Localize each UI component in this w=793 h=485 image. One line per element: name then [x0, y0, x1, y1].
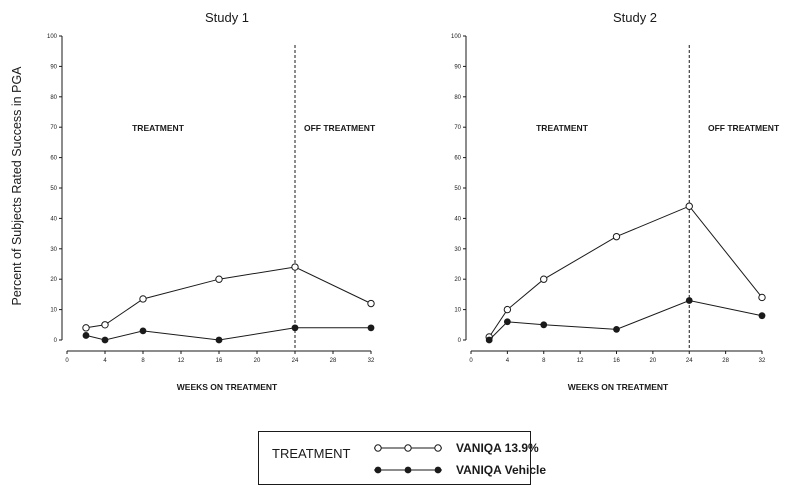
- x-tick-label: 20: [254, 358, 261, 364]
- legend-item-open: VANIQA 13.9%: [374, 441, 539, 455]
- data-point-open: [758, 293, 766, 302]
- data-point-open: [503, 305, 512, 314]
- data-point-open: [215, 275, 223, 283]
- x-tick-label: 28: [330, 358, 337, 364]
- x-tick-label: 4: [103, 358, 107, 364]
- data-point-filled: [503, 318, 511, 326]
- y-tick-label: 20: [50, 277, 57, 283]
- chart-title: Study 1: [205, 10, 249, 25]
- x-tick-label: 16: [613, 358, 620, 364]
- x-tick-label: 16: [216, 358, 223, 364]
- data-point-open: [101, 321, 109, 329]
- treatment-annotation: TREATMENT: [132, 123, 185, 133]
- y-tick-label: 50: [454, 186, 461, 192]
- legend: TREATMENT VANIQA 13.9% VANIQA Vehicle: [258, 431, 546, 485]
- y-tick-label: 50: [50, 186, 57, 192]
- data-point-filled: [485, 336, 493, 344]
- legend-marker-filled: [374, 466, 382, 474]
- legend-marker-open: [434, 444, 442, 452]
- data-point-filled: [82, 332, 90, 339]
- x-tick-label: 20: [650, 358, 657, 364]
- x-axis-label: WEEKS ON TREATMENT: [568, 382, 669, 392]
- y-tick-label: 80: [50, 95, 57, 101]
- legend-marker-filled: [404, 466, 412, 474]
- x-tick-label: 0: [469, 358, 473, 364]
- x-tick-label: 32: [368, 358, 375, 364]
- series-line-open: [488, 205, 763, 338]
- y-tick-label: 30: [454, 247, 461, 253]
- y-tick-label: 10: [50, 308, 57, 314]
- legend-label: VANIQA Vehicle: [456, 463, 546, 477]
- series-line-filled: [488, 299, 763, 341]
- data-point-filled: [367, 324, 375, 332]
- data-point-filled: [139, 327, 147, 335]
- data-point-filled: [101, 336, 109, 344]
- data-point-filled: [291, 324, 299, 332]
- data-point-filled: [685, 297, 693, 304]
- y-tick-label: 60: [454, 156, 461, 162]
- y-axis-label: Percent of Subjects Rated Success in PGA: [10, 66, 24, 306]
- chart-study-2: Study 2 WEEKS ON TREATMENT TREATMENT OFF…: [451, 10, 780, 392]
- chart-study-1: Study 1 WEEKS ON TREATMENT TREATMENT OFF…: [47, 10, 376, 392]
- y-tick-label: 100: [47, 34, 58, 40]
- x-tick-label: 32: [759, 358, 766, 364]
- x-axis-label: WEEKS ON TREATMENT: [177, 382, 278, 392]
- data-point-filled: [613, 325, 620, 333]
- x-tick-label: 4: [506, 358, 510, 364]
- x-tick-label: 8: [141, 358, 145, 364]
- y-tick-label: 20: [454, 277, 461, 283]
- series-line-filled: [85, 327, 371, 341]
- chart-title: Study 2: [613, 10, 657, 25]
- data-point-open: [367, 299, 375, 308]
- y-tick-label: 90: [454, 64, 461, 70]
- x-tick-label: 12: [577, 358, 584, 364]
- x-tick-label: 12: [178, 358, 185, 364]
- data-point-open: [685, 202, 693, 210]
- data-point-open: [139, 295, 147, 303]
- y-tick-label: 70: [454, 125, 461, 131]
- data-point-open: [291, 263, 299, 271]
- x-tick-label: 0: [65, 358, 69, 364]
- y-tick-label: 90: [50, 64, 57, 70]
- y-tick-label: 0: [54, 338, 58, 344]
- y-tick-label: 80: [454, 95, 461, 101]
- data-point-open: [540, 275, 548, 283]
- legend-label: VANIQA 13.9%: [456, 441, 539, 455]
- off-treatment-annotation: OFF TREATMENT: [708, 123, 780, 133]
- data-point-open: [612, 232, 621, 241]
- y-tick-label: 60: [50, 156, 57, 162]
- x-tick-label: 24: [686, 358, 693, 364]
- legend-marker-filled: [434, 466, 442, 474]
- legend-title: TREATMENT: [272, 446, 351, 461]
- data-point-filled: [215, 336, 223, 344]
- y-tick-label: 30: [50, 247, 57, 253]
- off-treatment-annotation: OFF TREATMENT: [304, 123, 376, 133]
- data-point-filled: [540, 321, 548, 329]
- treatment-annotation: TREATMENT: [536, 123, 589, 133]
- x-tick-label: 28: [722, 358, 729, 364]
- x-tick-label: 24: [292, 358, 299, 364]
- y-tick-label: 70: [50, 125, 57, 131]
- y-tick-label: 0: [458, 338, 462, 344]
- series-line-open: [85, 266, 372, 329]
- legend-marker-open: [374, 444, 382, 452]
- data-point-open: [82, 324, 90, 332]
- y-tick-label: 100: [451, 34, 462, 40]
- legend-marker-open: [404, 444, 412, 452]
- x-tick-label: 8: [542, 358, 546, 364]
- legend-item-filled: VANIQA Vehicle: [374, 463, 546, 477]
- y-tick-label: 40: [454, 216, 461, 222]
- data-point-filled: [758, 312, 766, 320]
- y-tick-label: 40: [50, 216, 57, 222]
- y-tick-label: 10: [454, 308, 461, 314]
